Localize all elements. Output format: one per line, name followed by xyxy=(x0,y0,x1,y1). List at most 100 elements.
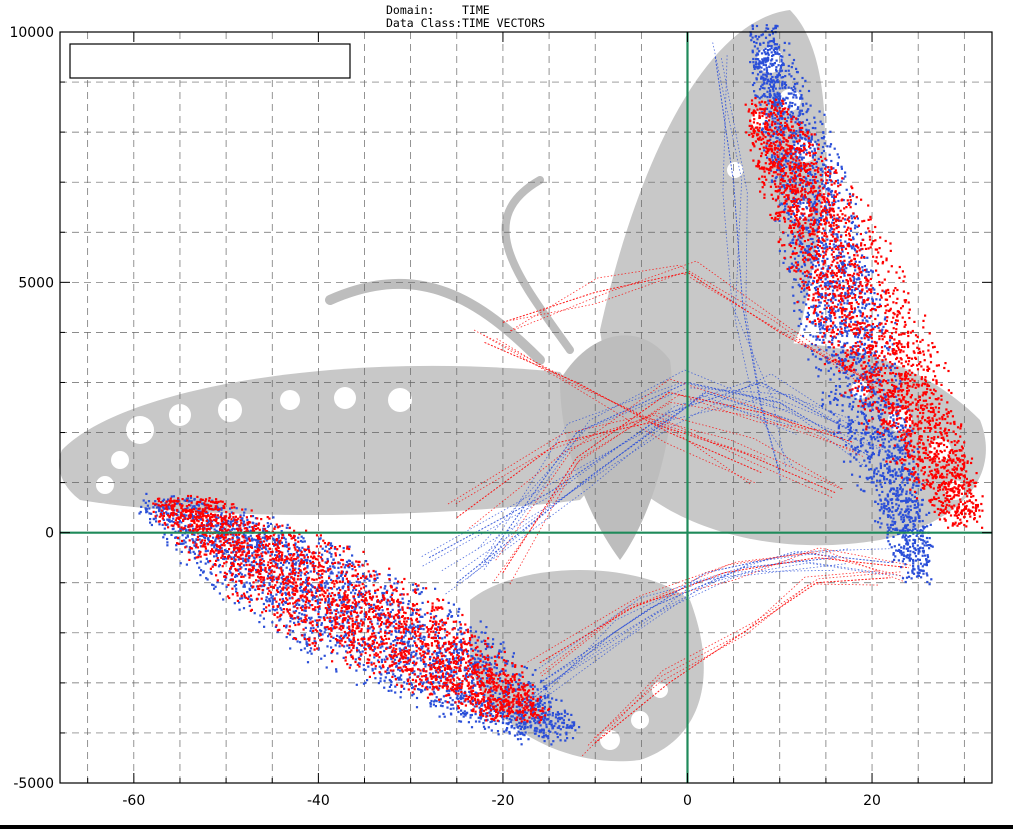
data-point xyxy=(463,695,465,697)
data-point xyxy=(337,611,339,613)
data-point xyxy=(825,243,827,245)
data-point xyxy=(277,587,279,589)
data-point xyxy=(799,98,801,100)
data-point xyxy=(310,570,312,572)
data-point xyxy=(460,710,462,712)
data-point xyxy=(826,360,828,362)
data-point xyxy=(386,603,388,605)
data-point xyxy=(449,697,451,699)
data-point xyxy=(245,568,247,570)
data-point xyxy=(784,205,786,207)
data-point xyxy=(286,625,288,627)
data-point xyxy=(805,103,807,105)
data-point xyxy=(534,722,536,724)
data-point xyxy=(812,353,814,355)
data-point xyxy=(904,511,906,513)
data-point xyxy=(796,83,798,85)
data-point xyxy=(773,94,775,96)
data-point xyxy=(763,59,765,61)
data-point xyxy=(502,641,504,643)
data-point xyxy=(798,255,800,257)
data-point xyxy=(771,179,773,181)
data-point xyxy=(450,708,452,710)
data-point xyxy=(859,310,861,312)
data-point xyxy=(183,539,185,541)
data-point xyxy=(223,558,225,560)
data-point xyxy=(322,548,324,550)
data-point xyxy=(559,734,561,736)
data-point xyxy=(251,599,253,601)
data-point xyxy=(909,550,911,552)
data-point xyxy=(808,123,810,125)
data-point xyxy=(395,644,397,646)
data-point xyxy=(873,475,875,477)
data-point xyxy=(398,679,400,681)
data-point xyxy=(334,567,336,569)
data-point xyxy=(925,514,927,516)
data-point xyxy=(328,587,330,589)
data-point xyxy=(278,534,280,536)
data-point xyxy=(184,499,186,501)
data-point xyxy=(309,604,311,606)
data-point xyxy=(769,126,771,128)
data-point xyxy=(491,729,493,731)
data-point xyxy=(241,597,243,599)
data-point xyxy=(841,168,843,170)
data-point xyxy=(300,617,302,619)
data-point xyxy=(531,717,533,719)
data-point xyxy=(854,382,856,384)
data-point xyxy=(801,156,803,158)
data-point xyxy=(375,571,377,573)
data-point xyxy=(193,544,195,546)
data-point xyxy=(512,684,514,686)
data-point xyxy=(904,536,906,538)
data-point xyxy=(844,218,846,220)
data-point xyxy=(148,500,150,502)
data-point xyxy=(256,544,258,546)
data-point xyxy=(835,389,837,391)
data-point xyxy=(293,622,295,624)
data-point xyxy=(890,416,892,418)
data-point xyxy=(168,507,170,509)
data-point xyxy=(242,560,244,562)
data-point xyxy=(895,549,897,551)
data-point xyxy=(216,553,218,555)
data-point xyxy=(876,480,878,482)
data-point xyxy=(546,719,548,721)
data-point xyxy=(266,596,268,598)
data-point xyxy=(873,436,875,438)
data-point xyxy=(772,64,774,66)
data-point xyxy=(861,337,863,339)
data-point xyxy=(779,69,781,71)
data-point xyxy=(873,292,875,294)
data-point xyxy=(773,40,775,42)
data-point xyxy=(570,714,572,716)
data-point xyxy=(343,547,345,549)
data-point xyxy=(833,399,835,401)
data-point xyxy=(752,37,754,39)
data-point xyxy=(866,451,868,453)
data-point xyxy=(510,715,512,717)
data-point xyxy=(756,66,758,68)
data-point xyxy=(493,666,495,668)
data-point xyxy=(500,651,502,653)
data-point xyxy=(911,500,913,502)
data-point xyxy=(564,715,566,717)
data-point xyxy=(824,142,826,144)
data-point xyxy=(829,145,831,147)
data-point xyxy=(760,34,762,36)
data-point xyxy=(797,108,799,110)
data-point xyxy=(840,323,842,325)
data-point xyxy=(848,396,850,398)
data-point xyxy=(908,463,910,465)
data-point xyxy=(193,551,195,553)
data-point xyxy=(374,592,376,594)
data-point xyxy=(804,124,806,126)
data-point xyxy=(330,556,332,558)
data-point xyxy=(898,544,900,546)
data-point xyxy=(145,493,147,495)
data-point xyxy=(422,645,424,647)
data-point xyxy=(828,311,830,313)
data-point xyxy=(894,529,896,531)
